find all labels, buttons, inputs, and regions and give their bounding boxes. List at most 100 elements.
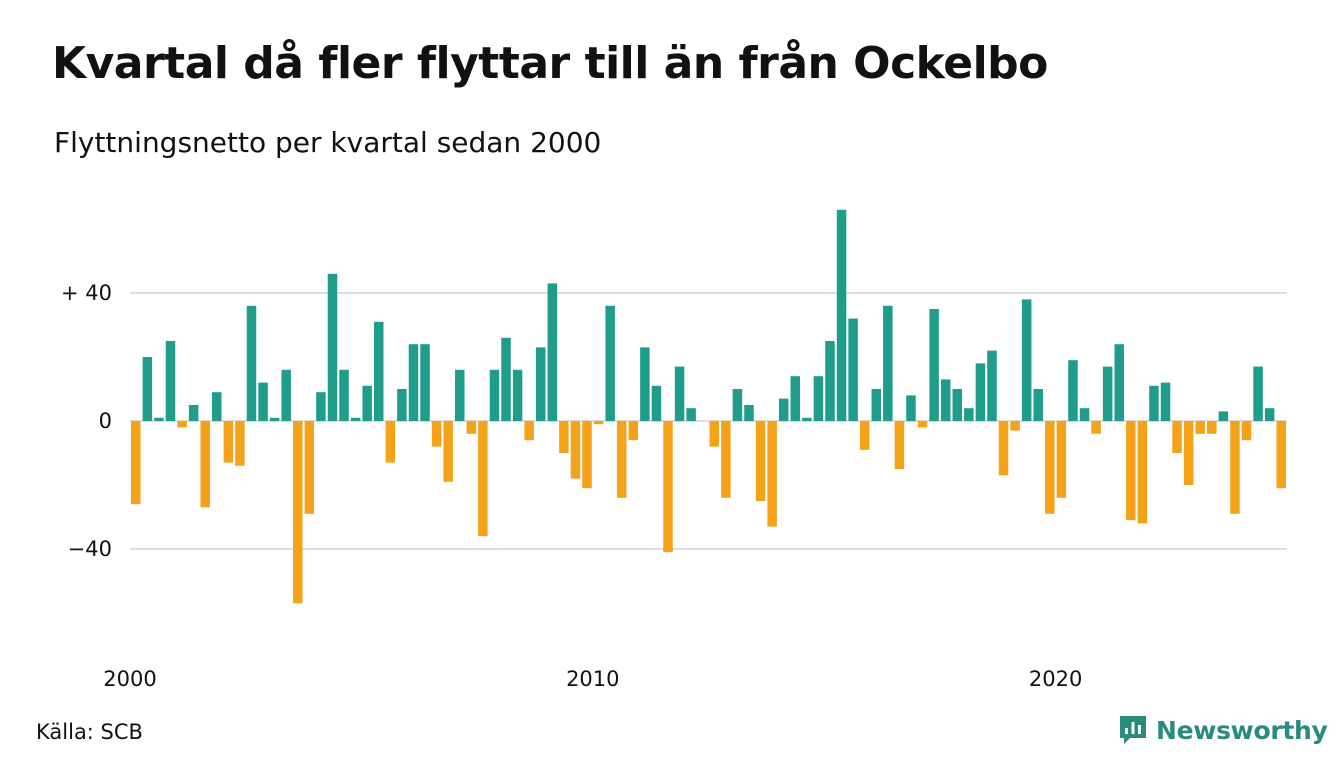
bar-47: 2011 K4: 17 (674, 366, 685, 421)
bar-54: 2013 K3: -25 (755, 421, 766, 501)
bar-51: 2012 K4: -24 (721, 421, 731, 498)
bar-39: 2009 K4: -21 (582, 421, 592, 489)
bar-4: 2001 K1: -2 (177, 421, 187, 428)
bar-0: 2000 K1: -26 (131, 421, 141, 505)
bar-1: 2000 K2: 20 (142, 357, 153, 421)
brand-logo[interactable]: Newsworthy (1118, 714, 1328, 746)
bar-21: 2005 K2: 31 (374, 321, 384, 421)
bar-75: 2018 K4: -17 (998, 421, 1009, 476)
bar-64: 2016 K1: 10 (871, 389, 882, 421)
bar-32: 2008 K1: 26 (501, 337, 511, 421)
bar-60: 2015 K1: 25 (825, 341, 835, 421)
bar-70: 2017 K3: 13 (940, 379, 951, 421)
bar-8: 2002 K1: -13 (223, 421, 234, 463)
bar-68: 2017 K1: -2 (917, 421, 928, 428)
bar-59: 2014 K4: 14 (813, 376, 824, 421)
bar-65: 2016 K2: 36 (883, 305, 893, 421)
bar-89: 2022 K2: 12 (1160, 382, 1171, 421)
bar-94: 2023 K3: 3 (1218, 411, 1229, 421)
brand-name: Newsworthy (1156, 715, 1328, 745)
bar-17: 2004 K2: 46 (327, 273, 338, 421)
bar-86: 2021 K3: -31 (1126, 421, 1136, 521)
bar-82: 2020 K3: 4 (1079, 408, 1090, 421)
bar-58: 2014 K3: 1 (802, 417, 812, 421)
bar-20: 2005 K1: 11 (362, 385, 372, 421)
bar-14: 2003 K3: -57 (293, 421, 303, 604)
x-tick-label: 2010 (566, 667, 619, 691)
bar-7: 2001 K4: 9 (212, 392, 222, 421)
bar-38: 2009 K3: -18 (570, 421, 581, 479)
bar-29: 2007 K2: -4 (466, 421, 477, 434)
bar-69: 2017 K2: 35 (929, 309, 939, 421)
bar-13: 2003 K2: 16 (281, 369, 291, 421)
bar-95: 2023 K4: -29 (1230, 421, 1240, 514)
bar-43: 2010 K4: -6 (628, 421, 639, 441)
newsworthy-logo-icon (1120, 716, 1146, 744)
bar-34: 2008 K3: -6 (524, 421, 534, 441)
bar-44: 2011 K1: 23 (640, 347, 650, 421)
bar-45: 2011 K2: 11 (651, 385, 662, 421)
bar-2: 2000 K3: 1 (154, 417, 164, 421)
bar-27: 2006 K4: -19 (443, 421, 453, 482)
x-tick-label: 2000 (103, 667, 156, 691)
bar-93: 2023 K2: -4 (1207, 421, 1217, 434)
bar-97: 2024 K2: 17 (1253, 366, 1263, 421)
bar-79: 2019 K4: -29 (1045, 421, 1055, 514)
chart-title: Kvartal då fler flyttar till än från Ock… (52, 38, 1048, 89)
bar-5: 2001 K2: 5 (188, 405, 199, 421)
bar-80: 2020 K1: -24 (1056, 421, 1067, 498)
bar-98: 2024 K3: 4 (1264, 408, 1275, 421)
bar-40: 2010 K1: -1 (593, 421, 604, 425)
y-tick-label: −40 (68, 537, 112, 561)
bar-63: 2015 K4: -9 (859, 421, 870, 450)
chart-subtitle: Flyttningsnetto per kvartal sedan 2000 (54, 126, 602, 159)
grid-lines (130, 292, 1287, 550)
bar-16: 2004 K1: 9 (316, 392, 326, 421)
bar-83: 2020 K4: -4 (1091, 421, 1101, 434)
axis-labels: + 40 0 −40 2000 2010 2020 (61, 281, 1082, 691)
y-tick-label: 0 (99, 409, 112, 433)
bar-23: 2005 K4: 10 (397, 389, 407, 421)
bar-11: 2002 K4: 12 (258, 382, 268, 421)
bar-71: 2017 K4: 10 (952, 389, 962, 421)
bar-96: 2024 K1: -6 (1241, 421, 1252, 441)
bar-88: 2022 K1: 11 (1149, 385, 1159, 421)
bar-76: 2019 K1: -3 (1010, 421, 1020, 431)
bar-77: 2019 K2: 38 (1021, 299, 1032, 421)
bar-15: 2003 K4: -29 (304, 421, 315, 514)
bar-62: 2015 K3: 32 (848, 318, 858, 421)
bar-9: 2002 K2: -14 (235, 421, 245, 466)
bar-37: 2009 K2: -10 (559, 421, 569, 453)
bar-73: 2018 K2: 18 (975, 363, 986, 421)
bar-57: 2014 K2: 14 (790, 376, 801, 421)
bar-36: 2009 K1: 43 (547, 283, 558, 421)
bar-91: 2022 K4: -20 (1183, 421, 1194, 485)
x-tick-label: 2020 (1029, 667, 1082, 691)
bar-52: 2013 K1: 10 (732, 389, 743, 421)
bar-84: 2021 K1: 17 (1102, 366, 1113, 421)
bar-74: 2018 K3: 22 (987, 350, 997, 421)
bar-67: 2016 K4: 8 (906, 395, 916, 421)
bar-26: 2006 K3: -8 (431, 421, 442, 447)
bar-35: 2008 K4: 23 (535, 347, 546, 421)
bar-3: 2000 K4: 25 (165, 341, 176, 421)
bar-85: 2021 K2: 24 (1114, 344, 1124, 421)
bar-28: 2007 K1: 16 (455, 369, 465, 421)
bar-66: 2016 K3: -15 (894, 421, 905, 469)
bar-33: 2008 K2: 16 (512, 369, 523, 421)
bar-chart: 2000 K1: -262000 K2: 202000 K3: 12000 K4… (61, 209, 1287, 691)
bar-31: 2007 K4: 16 (489, 369, 500, 421)
bar-53: 2013 K2: 5 (744, 405, 754, 421)
bar-24: 2006 K1: 24 (408, 344, 419, 421)
bar-42: 2010 K3: -24 (616, 421, 627, 498)
bar-50: 2012 K3: -8 (709, 421, 720, 447)
bar-10: 2002 K3: 36 (246, 305, 257, 421)
bar-48: 2012 K1: 4 (686, 408, 696, 421)
y-tick-label: + 40 (61, 281, 112, 305)
bar-41: 2010 K2: 36 (605, 305, 615, 421)
bar-30: 2007 K3: -36 (478, 421, 488, 537)
bar-61: 2015 K2: 66 (836, 209, 847, 421)
bar-19: 2004 K4: 1 (350, 417, 361, 421)
bar-92: 2023 K1: -4 (1195, 421, 1205, 434)
bar-87: 2021 K4: -32 (1137, 421, 1148, 524)
